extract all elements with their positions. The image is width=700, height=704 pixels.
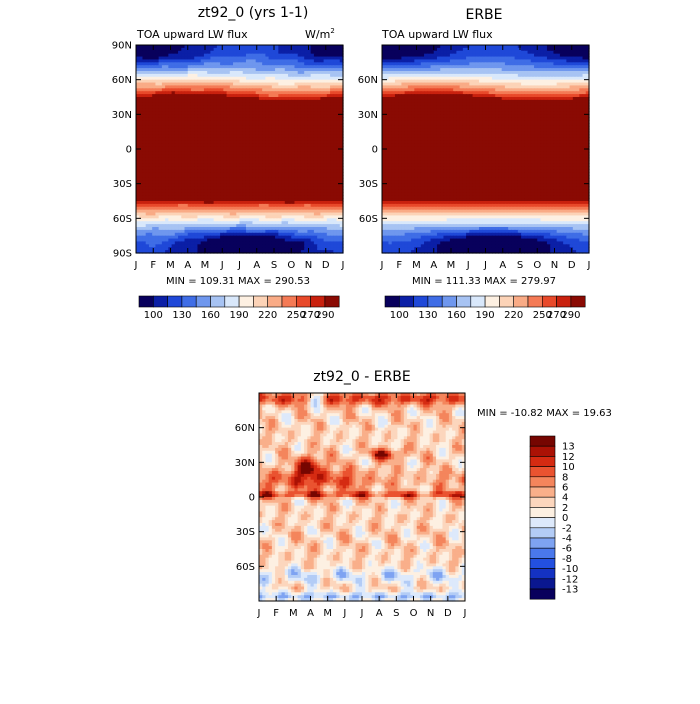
model-xlabel: S	[271, 260, 277, 271]
model-cbar-label: 160	[201, 310, 220, 321]
model-cbar-box	[168, 296, 182, 307]
model-ylabel: 30N	[112, 110, 132, 121]
model-cbar-box	[296, 296, 310, 307]
model-xlabel: O	[287, 260, 295, 271]
model-cbar-box	[182, 296, 196, 307]
obs-subtitle: TOA upward LW flux	[381, 28, 493, 41]
model-cbar-box	[311, 296, 325, 307]
model-title: zt92_0 (yrs 1-1)	[198, 5, 309, 21]
model-subtitle: TOA upward LW flux	[136, 28, 248, 41]
model-xlabel: M	[166, 260, 175, 271]
model-cbar-box	[268, 296, 282, 307]
model-ylabel: 60S	[113, 214, 132, 225]
model-cbar-box	[196, 296, 210, 307]
model-xlabel: F	[150, 260, 156, 271]
model-cbar-label: 100	[144, 310, 163, 321]
model-cbar-label: 290	[315, 310, 334, 321]
model-cbar-box	[153, 296, 167, 307]
model-xlabel: N	[305, 260, 312, 271]
model-cbar-box	[325, 296, 339, 307]
model-ylabel: 90N	[112, 41, 132, 52]
model-cbar-box	[225, 296, 239, 307]
model-xlabel: J	[134, 260, 138, 271]
model-cbar-box	[211, 296, 225, 307]
model-cbar-box	[239, 296, 253, 307]
model-xlabel: J	[220, 260, 224, 271]
model-xlabel: A	[253, 260, 260, 271]
model-ylabel: 90S	[113, 249, 132, 260]
model-ylabel: 30S	[113, 179, 132, 190]
model-cbar-label: 220	[258, 310, 277, 321]
model-xlabel: D	[322, 260, 330, 271]
model-ylabel: 0	[126, 145, 132, 156]
obs-title: ERBE	[465, 7, 502, 23]
model-xlabel: J	[341, 260, 345, 271]
model-xlabel: J	[237, 260, 241, 271]
model-xlabel: A	[184, 260, 191, 271]
model-cbar-box	[282, 296, 296, 307]
model-cbar-label: 130	[172, 310, 191, 321]
model-cbar-box	[139, 296, 153, 307]
model-xlabel: M	[201, 260, 210, 271]
model-units: W/m2	[305, 27, 335, 41]
model-cbar-box	[253, 296, 267, 307]
model-cbar-label: 190	[230, 310, 249, 321]
model-ylabel: 60N	[112, 75, 132, 86]
model-stats: MIN = 109.31 MAX = 290.53	[166, 276, 310, 287]
